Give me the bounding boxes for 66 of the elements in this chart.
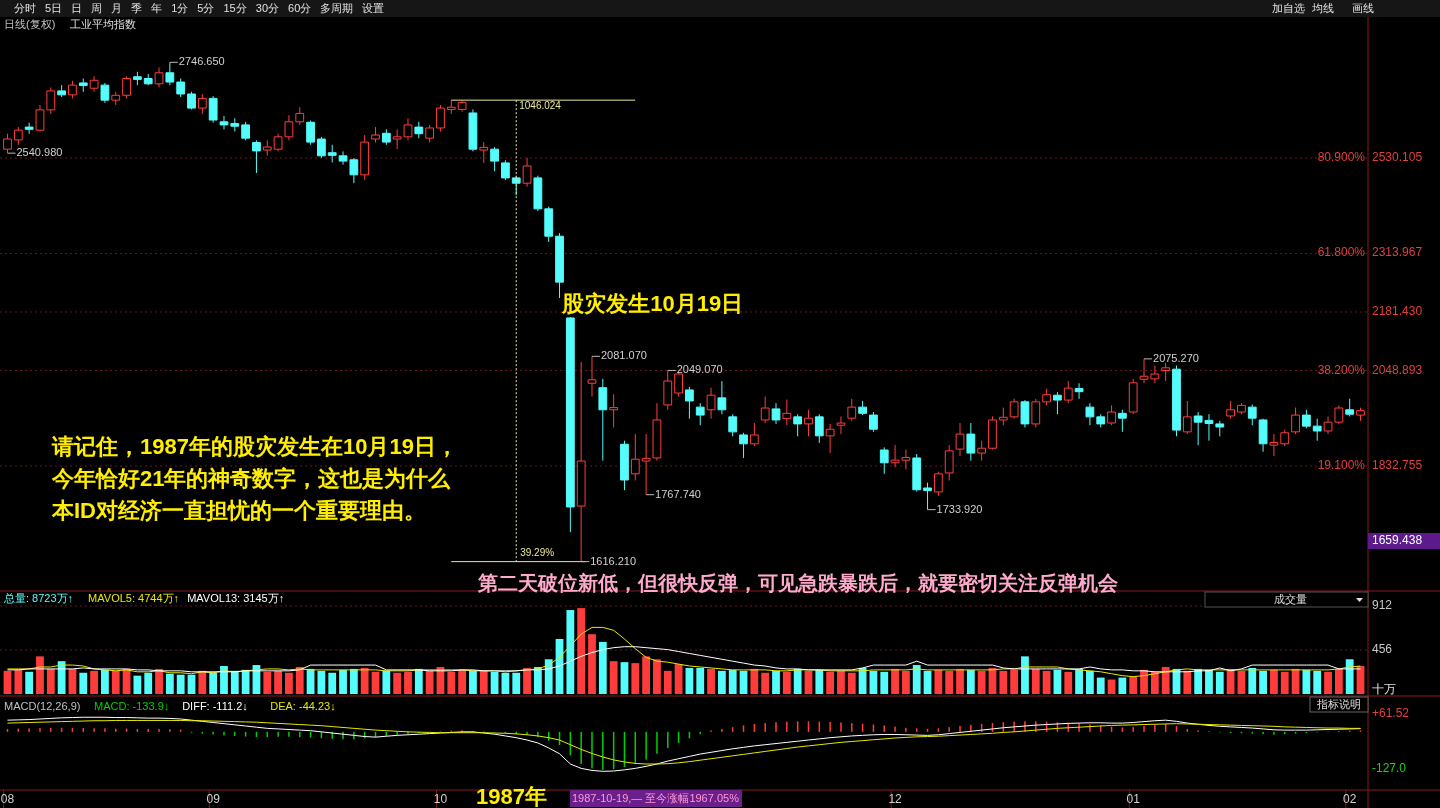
y2-tick-label: 80.900% (1317, 149, 1366, 164)
series-label: DIFF: -111.2↓ (182, 699, 248, 712)
text: 分时 (14, 1, 36, 14)
annotation: 成交量 (1273, 592, 1307, 605)
annotation: 1987年 (476, 783, 547, 808)
y-tick-label: 2313.967 (1372, 245, 1423, 260)
dropdown-field: 成交量 (1204, 591, 1369, 608)
y-tick-label: 456 (1372, 642, 1393, 657)
chart-title: 日线(复权) (4, 17, 56, 30)
price-tag: 1659.438 (1368, 533, 1440, 549)
text: 60分 (288, 1, 312, 14)
text: 周 (91, 1, 103, 14)
y2-tick-label: 19.100% (1317, 458, 1366, 473)
text: 1分 (171, 1, 189, 14)
text: 5分 (197, 1, 215, 14)
text: 多周期 (320, 1, 354, 14)
y2-tick-label: 61.800% (1317, 245, 1366, 260)
text: 总量: 8723万↑ (3, 591, 74, 604)
text: MAVOL5: 4744万↑ (88, 591, 180, 604)
x-tick-label: 08 (0, 792, 15, 807)
text: 30分 (255, 1, 280, 14)
x-tick-label: 10 (433, 792, 448, 807)
annotation: 2746.650 (178, 55, 225, 68)
y-tick-label: 1832.755 (1372, 458, 1423, 473)
chart-subtitle: 工业平均指数 (70, 17, 137, 30)
y-tick-label: -127.0 (1372, 761, 1407, 776)
date-tag: 1987-10-19,— 至今涨幅1967.05% (570, 790, 742, 807)
text: 设置 (362, 1, 385, 14)
text: 画线 (1352, 1, 1374, 14)
annotation: 请记住，1987年的股灾发生在10月19日，今年恰好21年的神奇数字，这也是为什么本ID对经济一直担忧的一个重要理由。 (51, 434, 458, 523)
chart-title: MACD(12,26,9) (4, 699, 81, 712)
annotation: 指标说明 (1316, 697, 1361, 710)
annotation: 第二天破位新低，但很快反弹，可见急跌暴跌后，就要密切关注反弹机会 (477, 572, 1119, 594)
text: 季 (131, 1, 143, 14)
annotation: 1767.740 (655, 487, 702, 500)
text: 月 (111, 1, 123, 14)
x-tick-label: 02 (1343, 792, 1357, 807)
series-label: MACD: -133.9↓ (94, 699, 170, 712)
annotation: 39.29% (520, 546, 555, 558)
annotation: 1046.024 (519, 99, 562, 111)
annotation: 1616.210 (590, 554, 637, 567)
text: MAVOL13: 3145万↑ (187, 591, 285, 604)
annotation: 股灾发生10月19日 (561, 291, 744, 317)
text: 15分 (223, 1, 247, 14)
y-tick-label: 912 (1372, 598, 1393, 613)
text: 日 (71, 1, 83, 14)
y-axis-title: 十万 (1372, 682, 1396, 697)
x-tick-label: 12 (888, 792, 903, 807)
y-tick-label: 2048.893 (1372, 362, 1423, 377)
annotation: 2075.270 (1153, 351, 1199, 364)
y2-tick-label: 38.200% (1317, 363, 1366, 378)
text: 加自选 (1272, 1, 1305, 14)
y-tick-label: +61.52 (1372, 706, 1410, 721)
text: 年 (151, 1, 163, 14)
annotation: 1733.920 (936, 502, 983, 515)
annotation: 2049.070 (676, 363, 723, 376)
y-tick-label: 2181.430 (1372, 304, 1423, 319)
text: 均线 (1311, 1, 1334, 14)
y-tick-label: 2530.105 (1372, 150, 1423, 165)
annotation: 2081.070 (601, 349, 647, 362)
text: 5日 (45, 1, 63, 14)
help-button: 指标说明 (1309, 696, 1369, 713)
series-label: DEA: -44.23↓ (270, 699, 336, 712)
x-tick-label: 01 (1126, 792, 1141, 807)
x-tick-label: 09 (206, 792, 221, 807)
annotation: 2540.980 (16, 146, 63, 159)
